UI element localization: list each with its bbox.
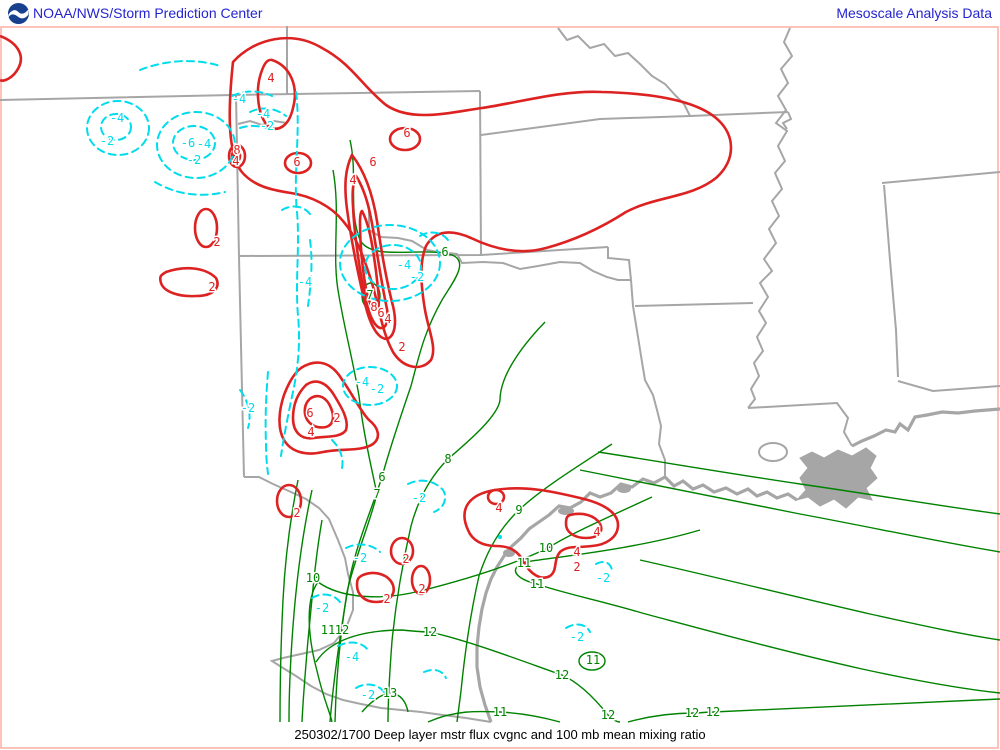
contour-label-red: 4 [267, 71, 274, 85]
contour-label-green: 12 [706, 705, 720, 719]
contour-label-green: 6 [441, 245, 448, 259]
contour-label-green: 9 [515, 503, 522, 517]
contour-label-green: 8 [444, 452, 451, 466]
contour-label-cyan: -4 [256, 107, 270, 121]
contour-label-red: 4 [573, 545, 580, 559]
contour-label-green: 6 [378, 470, 385, 484]
mixing-ratio-contours [279, 139, 1000, 723]
contour-label-cyan: -2 [187, 153, 201, 167]
contour-label-red: 2 [573, 560, 580, 574]
contour-label-green: 12 [335, 623, 349, 637]
contour-label-red: 6 [293, 155, 300, 169]
contour-label-green: 13 [383, 686, 397, 700]
contour-label-cyan: -4 [110, 111, 124, 125]
contour-label-green: 11 [517, 556, 531, 570]
contour-label-cyan: -2 [100, 134, 114, 148]
contour-label-green: 7 [373, 487, 380, 501]
map-caption: 250302/1700 Deep layer mstr flux cvgnc a… [294, 727, 706, 742]
contour-label-cyan: -2 [570, 630, 584, 644]
contour-label-red: 4 [593, 525, 600, 539]
contour-label-cyan: -4 [355, 375, 369, 389]
contour-label-cyan: -2 [412, 491, 426, 505]
contour-label-red: 4 [232, 154, 239, 168]
contour-label-red: 2 [418, 582, 425, 596]
header-right-title: Mesoscale Analysis Data [836, 5, 992, 21]
contour-label-green: 7 [366, 288, 373, 302]
contour-label-green: 12 [685, 706, 699, 720]
contour-label-cyan: -4 [197, 137, 211, 151]
contour-label-red: 2 [213, 235, 220, 249]
contour-label-green: 12 [423, 625, 437, 639]
contour-label-red: 2 [293, 506, 300, 520]
contour-label-cyan: -2 [315, 601, 329, 615]
contour-label-green: 11 [586, 653, 600, 667]
contour-label-red: 4 [495, 501, 502, 515]
contour-label-cyan: -2 [241, 401, 255, 415]
contour-label-red: 8 [370, 300, 377, 314]
contour-label-cyan: -4 [345, 650, 359, 664]
contour-label-cyan: -2 [361, 688, 375, 702]
contour-label-green: 11 [321, 623, 335, 637]
contour-label-red: 2 [398, 340, 405, 354]
contour-label-cyan: -4 [232, 92, 246, 106]
contour-label-red: 2 [208, 280, 215, 294]
contour-label-red: 2 [333, 411, 340, 425]
contour-label-red: 6 [369, 155, 376, 169]
contour-label-green: 12 [601, 708, 615, 722]
contour-label-green: 10 [539, 541, 553, 555]
contour-label-red: 6 [306, 406, 313, 420]
contour-label-cyan: -2 [596, 571, 610, 585]
noaa-logo-icon [7, 2, 30, 25]
contour-label-cyan: -6 [181, 136, 195, 150]
contour-label-green: 12 [555, 668, 569, 682]
contour-label-red: 4 [307, 425, 314, 439]
contour-label-cyan: -2 [370, 382, 384, 396]
contour-label-green: 11 [493, 705, 507, 719]
contour-label-red: 4 [349, 173, 356, 187]
contour-label-red: 4 [384, 312, 391, 326]
state-borders-and-rivers [0, 26, 1000, 723]
moisture-flux-divergence-contours [86, 60, 613, 693]
contour-label-red: 2 [402, 552, 409, 566]
labels-cyan: -4-2 -6 -4-2-4-4-2-4-2-4-2-4 -2-2-2-2-4-2-2… [98, 91, 611, 704]
contour-label-red: 6 [377, 306, 384, 320]
contour-label-cyan: -2 [410, 270, 424, 284]
contour-label-red: 6 [403, 126, 410, 140]
contour-label-green: 11 [530, 577, 544, 591]
header-left-title: NOAA/NWS/Storm Prediction Center [33, 5, 263, 21]
contour-label-cyan: -4 [298, 275, 312, 289]
contour-label-cyan: -4 [397, 258, 411, 272]
plot-frame [0, 26, 999, 749]
contour-label-cyan: -2 [353, 551, 367, 565]
contour-label-red: 8 [233, 143, 240, 157]
contour-label-cyan: -2 [260, 119, 274, 133]
contour-label-red: 2 [383, 592, 390, 606]
contour-label-green: 10 [306, 571, 320, 585]
